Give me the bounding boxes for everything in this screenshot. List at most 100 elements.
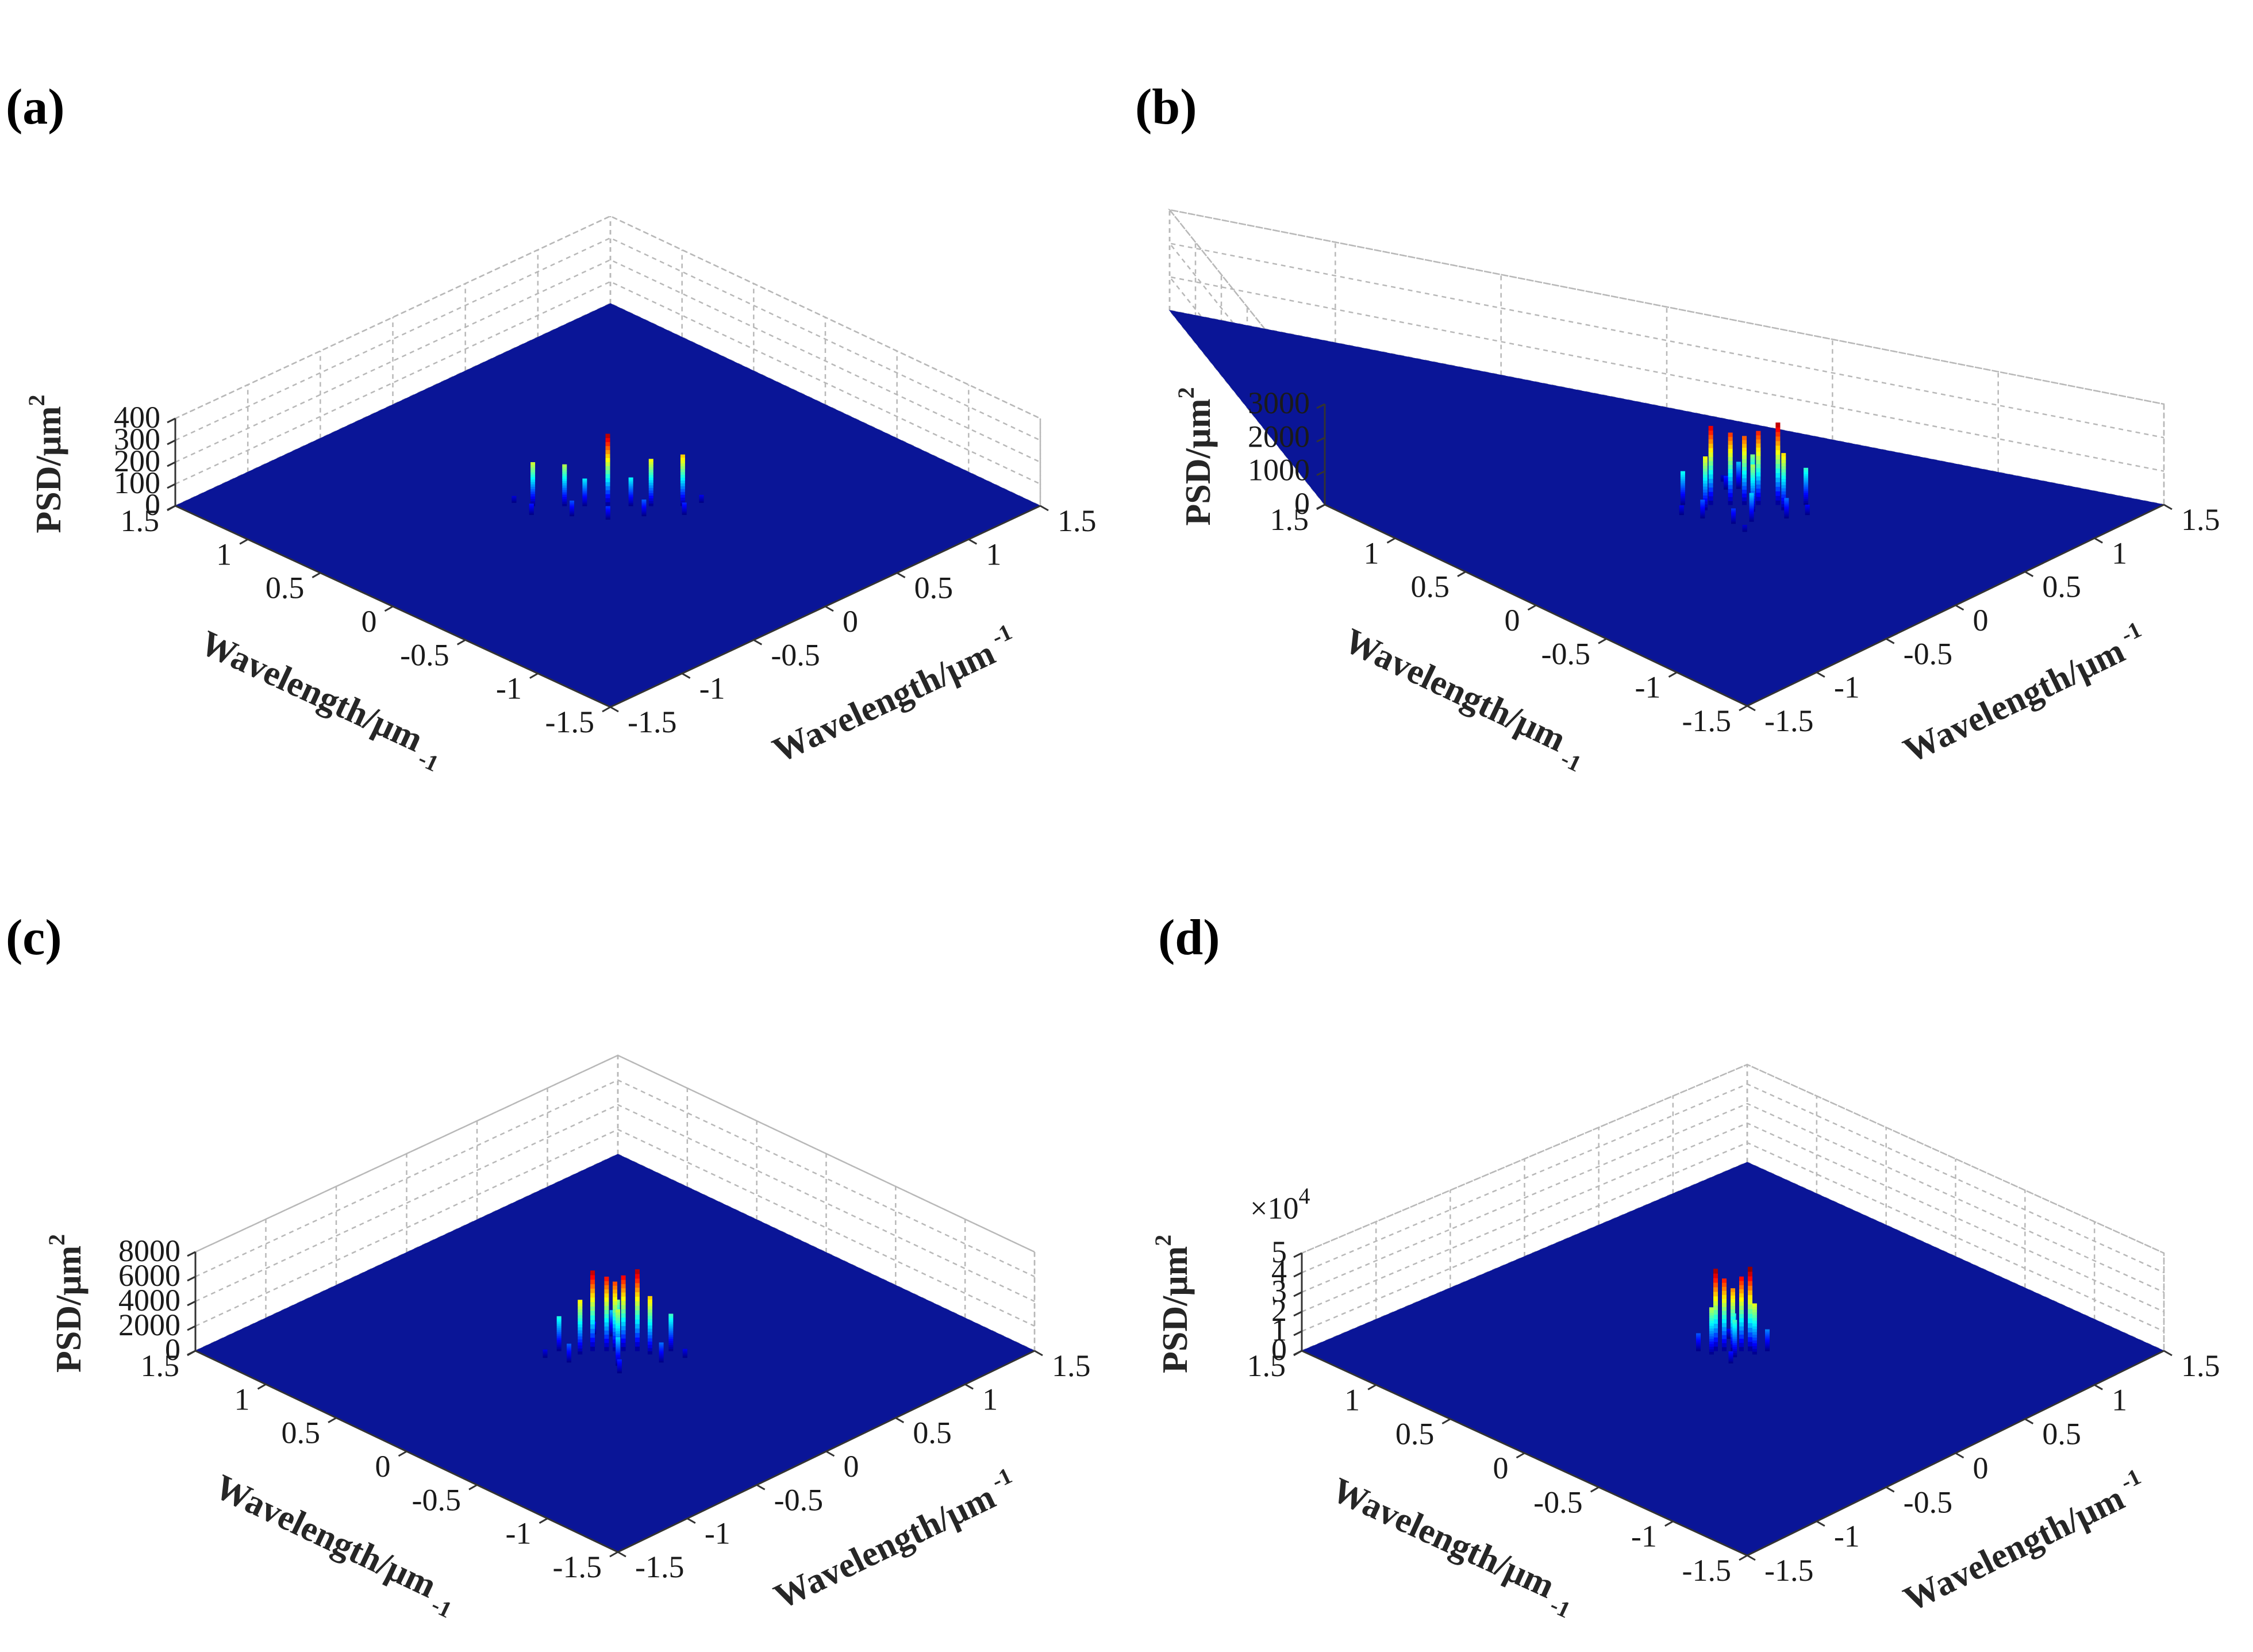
surface-peak: [530, 474, 536, 477]
surface-peak: [1781, 462, 1786, 466]
surface-peak: [1742, 451, 1747, 456]
surface-peak: [613, 1324, 617, 1328]
surface-peak: [1680, 480, 1685, 483]
surface-peak: [1749, 513, 1754, 516]
surface-peak: [1679, 507, 1684, 509]
surface-peak: [1784, 512, 1789, 514]
surface-peak: [1708, 470, 1713, 475]
surface-peak: [1679, 511, 1684, 512]
surface-peak: [1732, 1355, 1737, 1358]
surface-peak: [590, 1301, 595, 1307]
surface-peak: [615, 1304, 620, 1308]
z-tick: [1293, 1311, 1302, 1317]
surface-peak: [1727, 1331, 1732, 1332]
surface-peak: [1748, 1276, 1752, 1281]
surface-peak: [1727, 1332, 1732, 1333]
x-tick-label: -1.5: [553, 1550, 602, 1584]
y-tick-label: 1.5: [1058, 504, 1097, 538]
surface-peak: [604, 1326, 609, 1331]
surface-peak: [1709, 1349, 1714, 1352]
surface-peak: [699, 496, 704, 497]
surface-peak: [1728, 448, 1733, 454]
surface-peak: [1784, 504, 1789, 505]
surface-peak: [1728, 1354, 1733, 1356]
surface-peak: [1742, 470, 1747, 475]
surface-peak: [543, 1356, 548, 1357]
surface-peak: [613, 1312, 617, 1317]
surface-peak: [1731, 512, 1736, 514]
surface-peak: [582, 481, 587, 484]
surface-peak: [1756, 455, 1761, 460]
surface-peak: [570, 513, 575, 515]
surface-peak: [668, 1346, 674, 1350]
surface-peak: [1722, 1278, 1727, 1283]
x-tick-label: 1.5: [1247, 1349, 1286, 1383]
surface-peak: [617, 1370, 622, 1372]
surface-peak: [1722, 1319, 1727, 1323]
surface-peak: [1732, 1326, 1737, 1329]
y-axis-title-sup: -1: [2117, 616, 2146, 648]
z-tick-label: 0: [145, 487, 160, 522]
surface-peak: [562, 496, 567, 500]
surface-peak: [530, 501, 536, 504]
surface-peak: [1680, 495, 1685, 498]
surface-peak: [1731, 521, 1736, 523]
surface-peak: [1736, 464, 1741, 467]
surface-peak: [1680, 475, 1685, 477]
z-gridline: [1301, 1102, 2164, 1293]
x-tick-label: -1.5: [545, 705, 594, 739]
surface-peak: [1749, 502, 1754, 505]
x-axis-title-sup: -1: [428, 1591, 456, 1623]
surface-peak: [1708, 487, 1713, 492]
x-tick-label: 1.5: [121, 504, 160, 538]
y-tick-label: 0: [1973, 1451, 1989, 1485]
surface-peak: [570, 505, 575, 507]
y-tick-label: 0: [843, 604, 858, 639]
surface-peak: [1739, 1276, 1744, 1281]
surface-peak: [1748, 1308, 1752, 1314]
y-tick-label: 0.5: [2042, 1417, 2081, 1451]
surface-peak: [609, 1331, 614, 1334]
surface-peak: [1680, 487, 1685, 490]
surface-peak: [613, 1343, 617, 1347]
surface-peak: [529, 507, 534, 509]
surface-peak: [570, 503, 575, 505]
surface-peak: [682, 1351, 687, 1353]
surface-peak: [1731, 510, 1736, 512]
surface-peak: [1736, 474, 1741, 476]
surface-peak: [1680, 482, 1685, 485]
surface-peak: [621, 1284, 626, 1289]
surface-peak: [1756, 484, 1761, 489]
surface-peak: [1679, 506, 1684, 508]
surface-peak: [590, 1284, 595, 1289]
surface-peak: [1748, 1323, 1752, 1328]
surface-peak: [628, 496, 633, 498]
surface-peak: [530, 486, 536, 490]
surface-peak: [617, 1368, 622, 1370]
surface-peak: [582, 485, 587, 487]
surface-peak: [1765, 1330, 1770, 1332]
surface-peak: [1805, 506, 1810, 508]
surface-peak: [1709, 1341, 1714, 1344]
panel-label: (c): [6, 910, 62, 966]
surface-peak: [1732, 1349, 1737, 1351]
surface-peak: [1703, 495, 1708, 499]
surface-peak: [635, 1328, 640, 1334]
surface-peak: [1723, 483, 1728, 485]
surface-peak: [659, 1361, 664, 1363]
surface-peak: [648, 466, 653, 470]
surface-peak: [1775, 431, 1781, 437]
surface-peak: [1749, 499, 1754, 501]
surface-peak: [647, 1325, 652, 1329]
surface-peak: [605, 512, 610, 514]
surface-peak: [605, 482, 610, 486]
surface-peak: [1765, 1343, 1770, 1346]
surface-peak: [628, 494, 633, 497]
surface-peak: [659, 1349, 664, 1351]
surface-peak: [682, 1355, 687, 1357]
surface-peak: [647, 1351, 652, 1355]
surface-peak: [1749, 515, 1754, 517]
surface-peak: [556, 1321, 562, 1324]
